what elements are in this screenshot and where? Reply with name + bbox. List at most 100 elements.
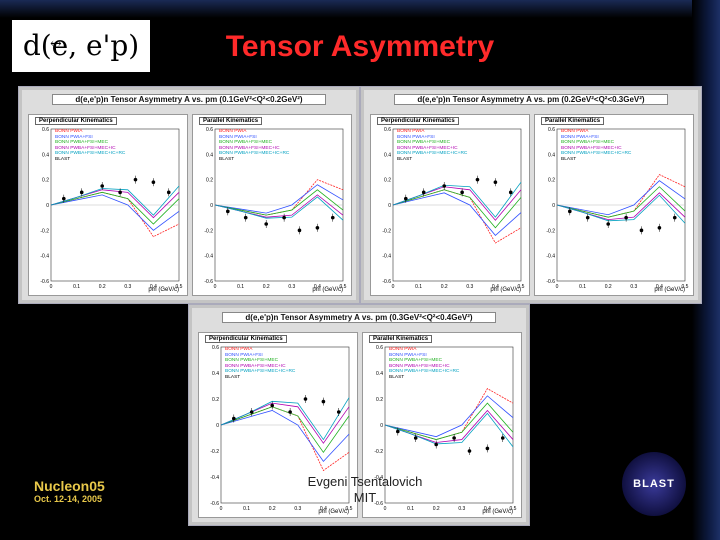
legend-entry: BONN PWIA+FSI [225, 352, 263, 358]
model-curve [214, 196, 344, 221]
author-institution: MIT [353, 490, 377, 505]
legend-entry: BONN PWIA [397, 129, 425, 134]
x-tick-label: 0.4 [484, 506, 491, 512]
figure-panel-3: d(e,e'p)n Tensor Asymmetry A vs. pm (0.3… [188, 304, 530, 526]
model-curve [556, 180, 686, 216]
legend-entry: BONN PWBA+FSI+MEC+IC+RC [389, 369, 460, 375]
x-tick-label: 0.5 [176, 284, 183, 290]
plot-canvas: 0.60.40.20-0.2-0.4-0.60 0.1 0.2 0.3 0.4 0.5 [40, 127, 183, 290]
model-curve [392, 186, 522, 221]
kinematics-label: Parallel Kinematics [369, 335, 433, 343]
asymmetry-plot: Parallel Kinematics 0.6 0.4 0.2 0 -0.2 -0.4 -0.… [534, 114, 694, 296]
x-tick-label: 0.5 [518, 284, 525, 290]
x-tick-label: 0 [214, 284, 217, 290]
author-name: Evgeni Tsentalovich [307, 474, 423, 489]
y-tick-label: -0.6 [374, 501, 383, 507]
x-tick-label: 0.1 [237, 284, 244, 290]
y-tick-label: -0.4 [374, 475, 383, 481]
legend-entry: BONN PWBA+FSI+MEC [561, 140, 615, 146]
model-curve [50, 189, 180, 219]
reaction-formula: d(e, e'p) [22, 29, 140, 62]
legend-entry: BONN PWBA+FSI+MEC [55, 140, 109, 146]
x-tick-label: 0 [50, 284, 53, 290]
x-axis-label: pm (GeV/c) [148, 287, 179, 293]
y-tick-label: -0.4 [204, 254, 213, 260]
panel-inner: d(e,e'p)n Tensor Asymmetry A vs. pm (0.3… [192, 308, 526, 522]
model-curve [384, 395, 514, 438]
y-tick-label: 0.2 [384, 178, 391, 184]
legend-entry: BONN PWBA+FSI+MEC+IC+RC [225, 369, 296, 375]
kinematics-label: Parallel Kinematics [199, 117, 263, 125]
x-tick-label: 0.1 [73, 284, 80, 290]
y-tick-label: 0.4 [206, 152, 213, 158]
x-tick-label: 0.3 [466, 284, 473, 290]
legend-entry: BLAST [389, 374, 405, 380]
figure-panel-2: d(e,e'p)n Tensor Asymmetry A vs. pm (0.2… [360, 86, 702, 304]
y-tick-label: -0.2 [382, 228, 391, 234]
x-axis-label: pm (GeV/c) [490, 287, 521, 293]
model-curve [220, 402, 350, 444]
x-axis-label: pm (GeV/c) [312, 287, 343, 293]
legend-entry: BONN PWBA+FSI+MEC+IC+RC [55, 151, 126, 157]
y-tick-label: -0.2 [40, 228, 49, 234]
y-tick-label: 0.2 [548, 178, 555, 184]
legend-entry: BLAST [219, 156, 235, 162]
legend-entry: BONN PWIA [389, 347, 417, 352]
y-tick-label: 0.2 [42, 178, 49, 184]
y-tick-label: -0.2 [546, 228, 555, 234]
asymmetry-plot: Parallel Kinematics 0.6 0.4 0.2 0 -0.2 -0.4 -0.… [362, 332, 522, 518]
legend-entry: BONN PWIA+FSI [561, 134, 599, 140]
model-curve [50, 185, 180, 216]
y-tick-label: -0.6 [40, 279, 49, 285]
y-tick-label: 0.4 [212, 371, 219, 377]
legend-entry: BONN PWBA+FSI+MEC+IC [55, 145, 116, 151]
event-dates: Oct. 12-14, 2005 [34, 494, 103, 504]
panel-inner: d(e,e'p)n Tensor Asymmetry A vs. pm (0.1… [22, 90, 356, 300]
x-tick-label: 0.2 [99, 284, 106, 290]
model-curve [384, 402, 514, 440]
slide-title: Tensor Asymmetry [225, 30, 495, 63]
model-curve [556, 192, 686, 220]
y-tick-label: 0.2 [206, 178, 213, 184]
author-credit: Evgeni Tsentalovich MIT [300, 474, 430, 506]
x-tick-label: 0.3 [288, 284, 295, 290]
y-tick-label: 0.6 [376, 345, 383, 351]
y-tick-label: 0.4 [548, 152, 555, 158]
y-tick-label: 0.4 [384, 152, 391, 158]
model-curve [214, 194, 344, 218]
legend-entry: BONN PWIA [225, 347, 253, 352]
legend-entry: BONN PWBA+FSI+MEC+IC [225, 363, 286, 369]
x-tick-label: 0.5 [510, 506, 517, 512]
y-tick-label: 0.2 [376, 397, 383, 403]
model-curve [392, 181, 522, 218]
model-curve [220, 410, 350, 463]
y-tick-label: -0.6 [382, 279, 391, 285]
legend-entry: BONN PWBA+FSI+MEC [219, 140, 273, 146]
y-tick-label: -0.6 [546, 279, 555, 285]
x-tick-label: 0.2 [441, 284, 448, 290]
x-tick-label: 0.3 [124, 284, 131, 290]
y-tick-label: 0.6 [212, 345, 219, 351]
x-tick-label: 0.1 [407, 506, 414, 512]
legend-entry: BLAST [225, 374, 241, 380]
y-tick-label: 0.4 [376, 371, 383, 377]
y-tick-label: 0.6 [384, 127, 391, 133]
panel-title: d(e,e'p)n Tensor Asymmetry A vs. pm (0.2… [394, 94, 668, 105]
legend-entry: BONN PWBA+FSI+MEC+IC+RC [561, 151, 632, 157]
asymmetry-plot: Parallel Kinematics 0.6 0.4 0.2 0 -0.2 -0.4 -0.… [192, 114, 352, 296]
model-curve [220, 397, 350, 441]
legend-entry: BONN PWBA+FSI+MEC+IC+RC [397, 151, 468, 157]
legend-entry: BLAST [397, 156, 413, 162]
model-curve [392, 189, 522, 229]
x-tick-label: 0.4 [314, 284, 321, 290]
legend-entry: BONN PWBA+FSI+MEC+IC [397, 145, 458, 151]
model-curve [556, 194, 686, 224]
x-tick-label: 0.2 [269, 506, 276, 512]
y-tick-label: 0 [210, 203, 213, 209]
asymmetry-plot: Perpendicular Kinematics 0.6 0.4 0.2 0 -0.2 -0… [28, 114, 188, 296]
panel-title: d(e,e'p)n Tensor Asymmetry A vs. pm (0.3… [222, 312, 496, 323]
y-tick-label: -0.4 [210, 475, 219, 481]
x-tick-label: 0.4 [320, 506, 327, 512]
model-curve [214, 189, 344, 216]
x-tick-label: 0.5 [682, 284, 689, 290]
